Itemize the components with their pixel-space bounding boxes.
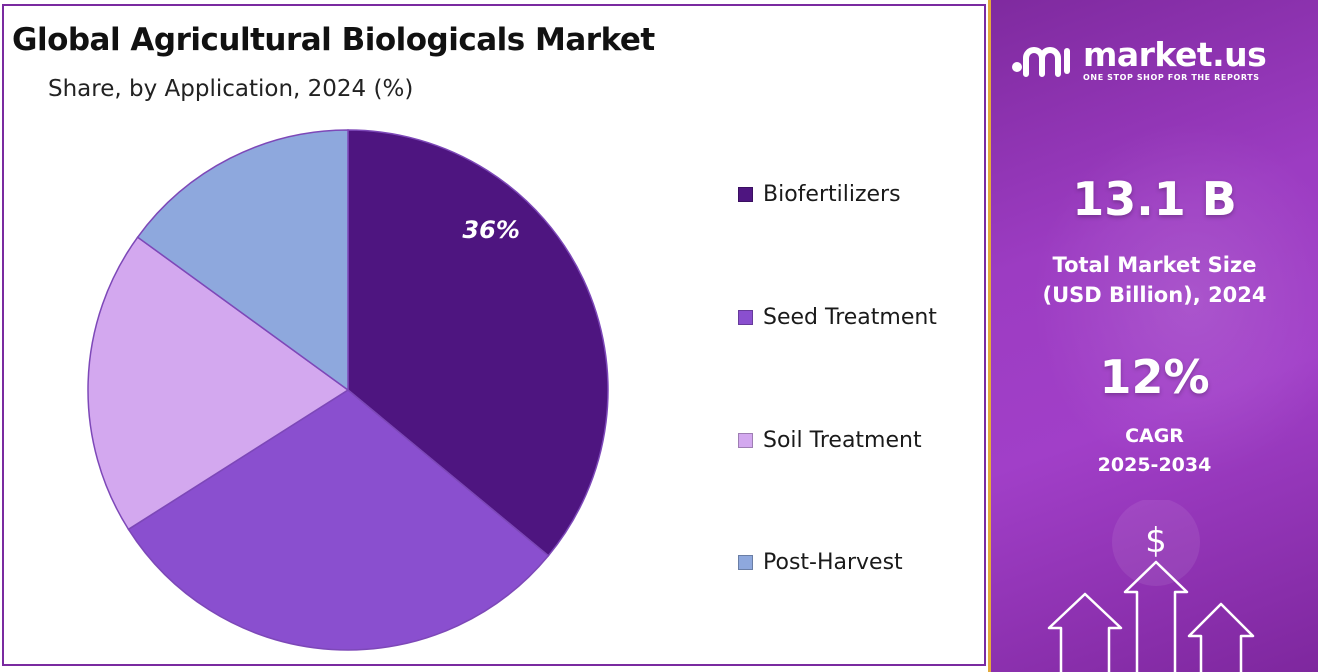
cagr-label-line2: 2025-2034 — [1097, 454, 1212, 476]
brand: market.us ONE STOP SHOP FOR THE REPORTS — [1009, 34, 1267, 82]
legend-item-post-harvest: Post-Harvest — [738, 550, 903, 575]
cagr-label-line1: CAGR — [1125, 425, 1184, 447]
dollar-icon: $ — [1145, 521, 1167, 561]
market-size-caption: Total Market Size (USD Billion), 2024 — [991, 250, 1318, 310]
market-size-label-line1: Total Market Size — [1052, 253, 1257, 277]
legend-item-soil-treatment: Soil Treatment — [738, 428, 922, 453]
arrow-up-icon — [1187, 602, 1255, 672]
legend-swatch — [738, 555, 753, 570]
pie-slice-soil-treatment — [87, 236, 350, 531]
legend-label: Biofertilizers — [763, 182, 901, 207]
pie-slice-seed-treatment — [127, 389, 550, 651]
legend-label: Soil Treatment — [763, 428, 922, 453]
chart-subtitle: Share, by Application, 2024 (%) — [48, 76, 414, 102]
growth-illustration: $ — [1047, 500, 1255, 672]
legend-swatch — [738, 187, 753, 202]
pie-slice-post-harvest — [136, 129, 349, 392]
chart-title: Global Agricultural Biologicals Market — [12, 22, 655, 58]
legend-item-seed-treatment: Seed Treatment — [738, 305, 937, 330]
cagr-caption: CAGR 2025-2034 — [991, 422, 1318, 480]
cagr-stat: 12% — [991, 350, 1318, 404]
arrow-up-icon — [1123, 560, 1189, 672]
market-size-stat: 13.1 B — [991, 172, 1318, 226]
pie-chart: 36% — [87, 129, 609, 651]
legend-label: Post-Harvest — [763, 550, 903, 575]
arrow-up-icon — [1047, 592, 1123, 672]
brand-name: market.us — [1083, 34, 1267, 74]
legend-swatch — [738, 433, 753, 448]
market-size-label-line2: (USD Billion), 2024 — [1042, 283, 1267, 307]
summary-panel: market.us ONE STOP SHOP FOR THE REPORTS … — [988, 0, 1318, 672]
legend-item-biofertilizers: Biofertilizers — [738, 182, 901, 207]
data-label-biofertilizers: 36% — [462, 216, 519, 244]
market-us-logo-icon — [1012, 47, 1070, 77]
chart-panel: Global Agricultural Biologicals Market S… — [2, 4, 986, 666]
legend-label: Seed Treatment — [763, 305, 937, 330]
cagr-value: 12% — [1099, 350, 1210, 404]
market-size-value: 13.1 B — [1072, 172, 1237, 226]
brand-tagline: ONE STOP SHOP FOR THE REPORTS — [1083, 72, 1260, 82]
pie-slice-biofertilizers — [347, 129, 609, 557]
legend: Biofertilizers Seed Treatment Soil Treatme… — [738, 6, 988, 666]
legend-swatch — [738, 310, 753, 325]
